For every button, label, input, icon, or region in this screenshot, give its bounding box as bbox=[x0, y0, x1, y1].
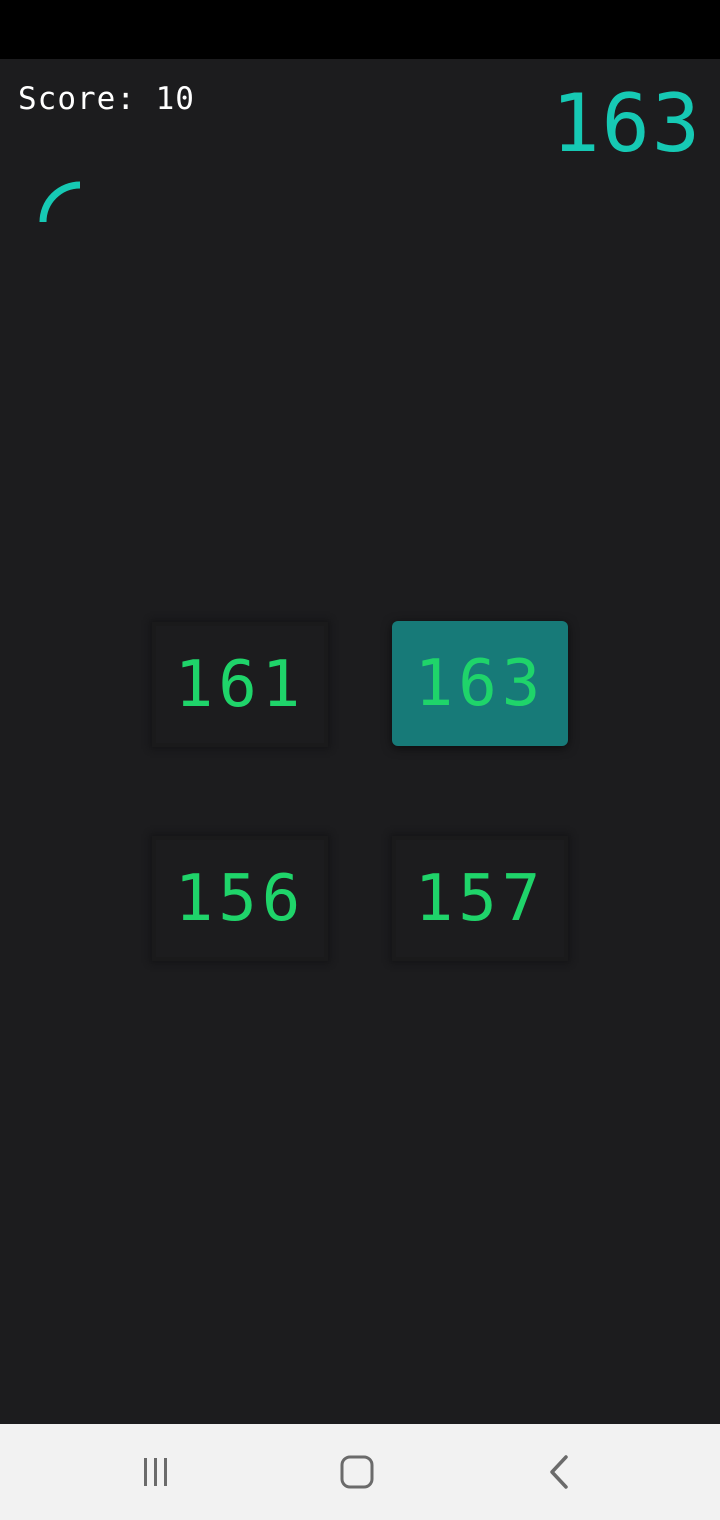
home-button[interactable] bbox=[327, 1446, 387, 1498]
answer-option-163[interactable]: 163 bbox=[392, 621, 568, 746]
game-area: Score: 10 163 161 163 156 157 bbox=[0, 59, 720, 1424]
recent-apps-button[interactable] bbox=[126, 1446, 186, 1498]
score-label: Score: 10 bbox=[18, 81, 195, 117]
recent-apps-icon bbox=[144, 1458, 167, 1486]
back-button[interactable] bbox=[529, 1446, 589, 1498]
timer-arc-icon bbox=[39, 181, 81, 223]
navigation-bar bbox=[0, 1424, 720, 1520]
target-number: 163 bbox=[551, 77, 702, 170]
answer-option-156[interactable]: 156 bbox=[152, 836, 328, 961]
status-bar bbox=[0, 0, 720, 59]
back-icon bbox=[550, 1455, 568, 1489]
home-icon bbox=[340, 1455, 374, 1489]
answer-option-161[interactable]: 161 bbox=[152, 622, 328, 747]
answer-option-157[interactable]: 157 bbox=[392, 836, 568, 961]
